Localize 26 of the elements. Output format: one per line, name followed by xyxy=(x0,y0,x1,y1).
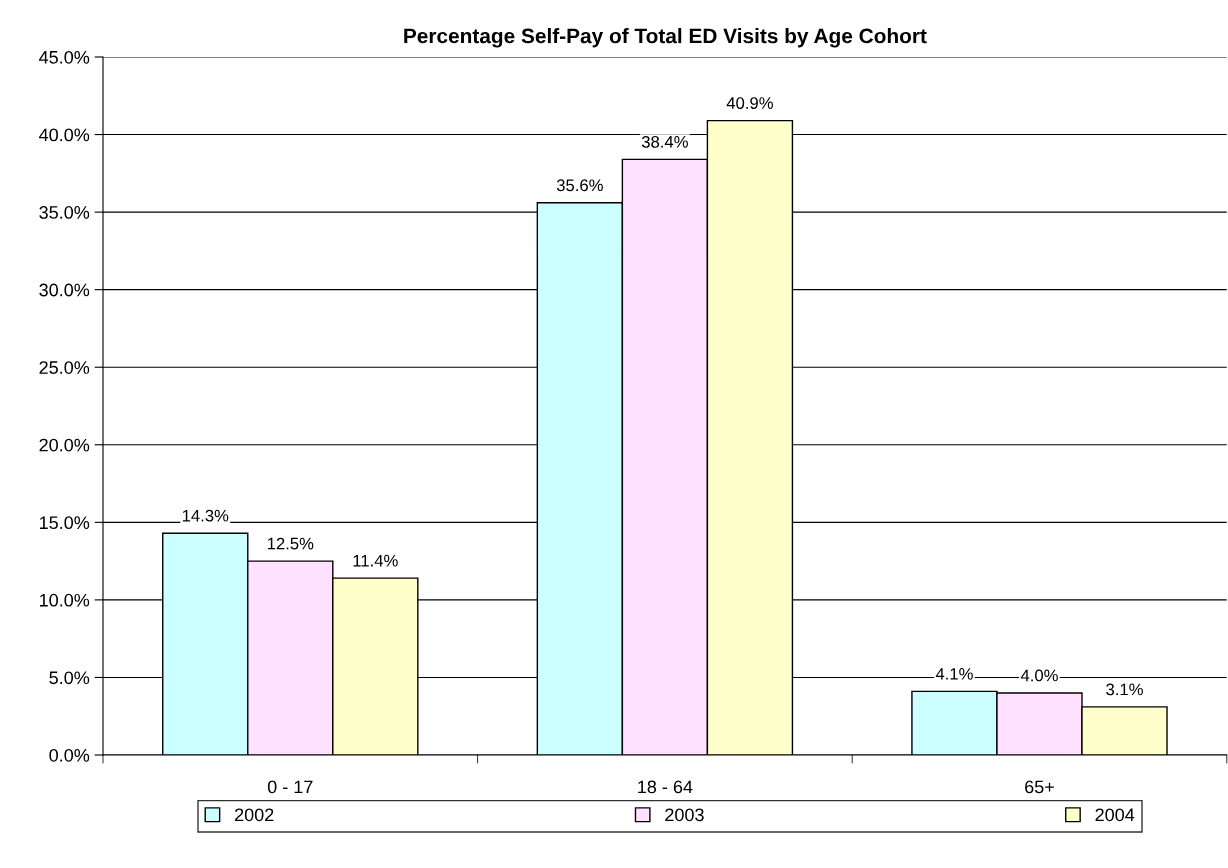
y-tick-label: 20.0% xyxy=(39,438,90,452)
y-tick-label: 25.0% xyxy=(39,361,90,374)
data-label: 4.0% xyxy=(1020,669,1058,682)
legend-label: 2003 xyxy=(665,808,704,822)
y-tick-label: 40.0% xyxy=(39,128,90,142)
chart-title: Percentage Self-Pay of Total ED Visits by Age Cohort xyxy=(404,28,927,48)
y-tick-label: 10.0% xyxy=(39,593,90,607)
data-label: 12.5% xyxy=(267,537,314,550)
x-tick-label: 18 - 64 xyxy=(638,780,693,794)
y-tick-label: 5.0% xyxy=(49,671,90,685)
data-label: 11.4% xyxy=(353,554,398,567)
y-tick-label: 15.0% xyxy=(39,516,90,530)
y-tick-label: 30.0% xyxy=(39,283,90,297)
x-tick-label: 65+ xyxy=(1025,780,1054,794)
data-label: 40.9% xyxy=(726,97,773,109)
data-label: 38.4% xyxy=(641,135,688,148)
y-tick-label: 45.0% xyxy=(39,50,90,64)
data-label: 4.1% xyxy=(935,668,973,680)
x-tick-label: 0 - 17 xyxy=(267,780,313,794)
data-label: 14.3% xyxy=(182,509,229,522)
legend-label: 2002 xyxy=(235,808,274,822)
legend-label: 2004 xyxy=(1095,808,1135,822)
data-label: 35.6% xyxy=(556,179,603,192)
y-tick-label: 0.0% xyxy=(49,748,90,762)
data-label: 3.1% xyxy=(1106,683,1143,696)
y-tick-label: 35.0% xyxy=(39,206,90,219)
